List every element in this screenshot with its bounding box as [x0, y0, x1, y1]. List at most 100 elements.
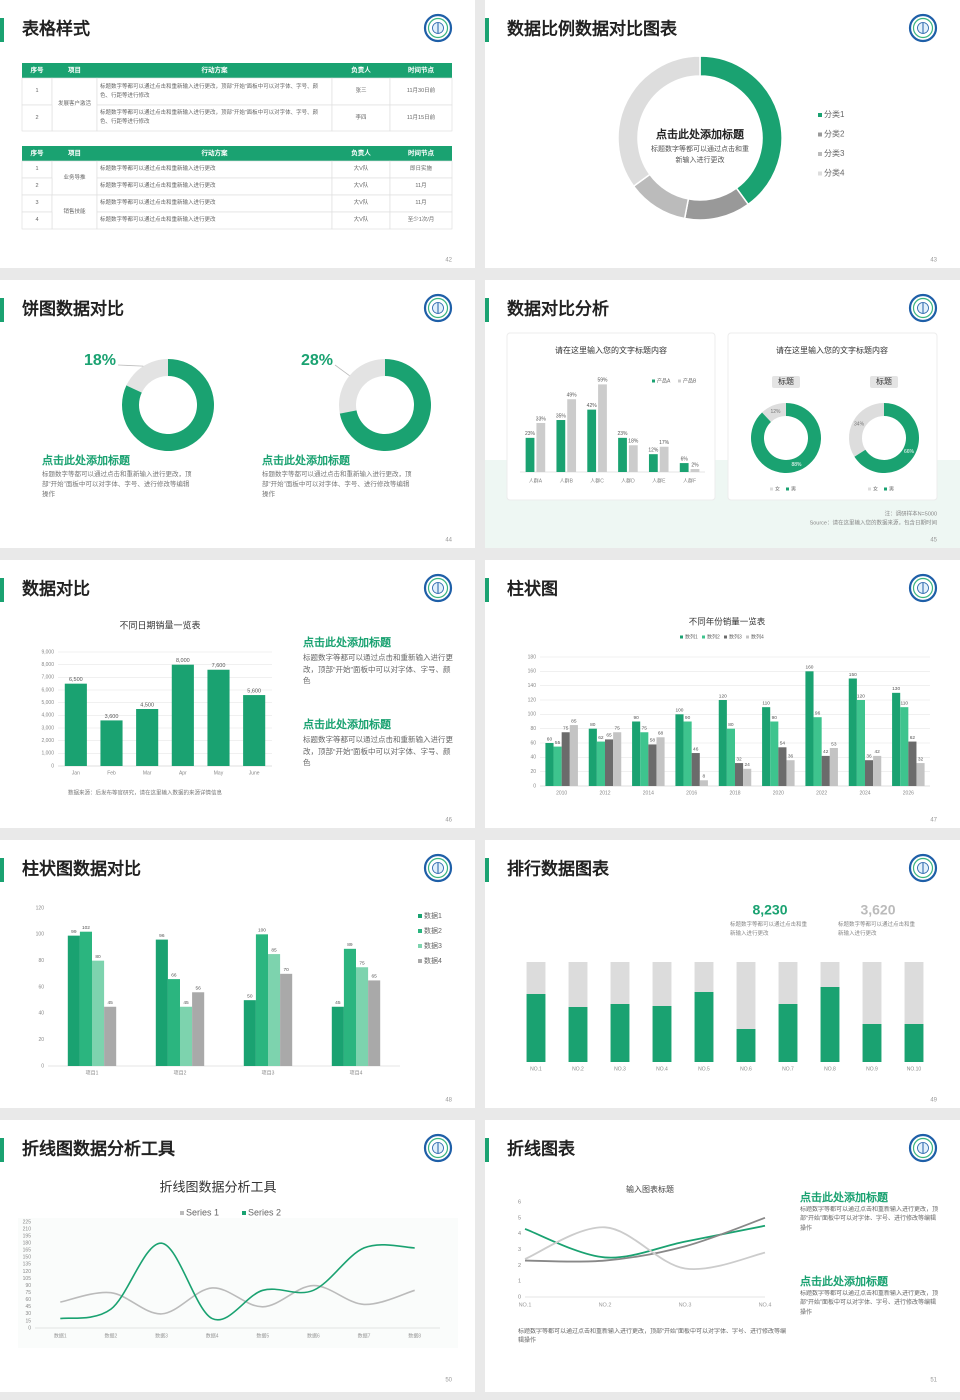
logo-ring	[427, 17, 449, 39]
bar	[805, 671, 814, 786]
data-label: 80	[728, 722, 734, 728]
y-tick-label: 15	[25, 1318, 31, 1324]
y-tick-label: 0	[518, 1294, 521, 1300]
x-tick-label: Mar	[143, 770, 152, 776]
data-label: 36	[866, 753, 872, 759]
table-cell-text-box: 标题数字等都可以通过点击和重新输入进行更改，顶部“开始”面板中可以对字体、字号、…	[100, 84, 318, 99]
x-tick-label: 2026	[903, 790, 914, 796]
x-tick-label: 项目4	[350, 1070, 363, 1076]
bar	[683, 721, 692, 786]
y-tick-label: 2	[518, 1263, 521, 1269]
table-cell-text: 4	[35, 217, 39, 224]
page-number: 46	[445, 818, 452, 824]
logo-ring	[427, 857, 449, 879]
table-cell	[389, 104, 453, 132]
y-tick-label: 60	[530, 740, 536, 746]
y-tick-label: 180	[23, 1241, 32, 1247]
bar	[829, 748, 838, 786]
block-text-box: 标题数字等都可以通过点击和重新输入进行更改，顶部“开始”面板中可以对字体、字号、…	[800, 1291, 938, 1316]
data-label: 68	[658, 731, 664, 737]
bar	[545, 743, 554, 786]
bar	[567, 399, 577, 472]
x-tick-label: 2016	[686, 790, 697, 796]
data-label: 96	[159, 933, 165, 939]
x-tick-label: Apr	[179, 770, 187, 776]
slide-title: 数据对比	[22, 578, 90, 598]
x-tick-label: 数据4	[206, 1332, 219, 1339]
legend-label: 数列3	[729, 633, 742, 640]
data-label: 85	[571, 718, 577, 724]
data-label: 6%	[681, 456, 689, 462]
slide-title: 折线图数据分析工具	[22, 1138, 175, 1158]
bar	[813, 717, 822, 786]
x-tick-label: NO.6	[740, 1066, 752, 1072]
bar	[652, 1006, 672, 1062]
table-cell-text: 11月30日前	[406, 88, 436, 95]
data-label: 62	[598, 735, 604, 741]
bar	[553, 746, 562, 786]
legend-label: 男	[889, 486, 894, 492]
table-cell-text-box: 1	[35, 88, 38, 94]
table-cell-text: 李四	[355, 114, 367, 121]
bar	[900, 707, 909, 786]
data-label: 65	[371, 974, 377, 980]
legend-label: 分类4	[824, 168, 845, 178]
x-tick-label: May	[214, 770, 224, 776]
title-accent	[0, 18, 4, 42]
data-label: 100	[258, 928, 266, 934]
stat-number: 8,230	[752, 902, 787, 918]
table-cell-text: 标题数字等都可以通过点击和重新输入进行更改，顶部“开始”面板中可以对字体、字号、…	[100, 110, 319, 125]
bar	[656, 737, 665, 786]
data-label: 18%	[628, 439, 639, 445]
title-accent	[0, 298, 4, 322]
bar	[343, 948, 356, 1066]
note: 数据来源：后发布等官研究，请在这里输入数据的来源详情信息	[68, 788, 223, 796]
center-text: 标题数字等都可以通过点击和重新输入进行更改	[651, 146, 749, 164]
legend-swatch	[680, 635, 683, 639]
x-tick-label: NO.4	[759, 1302, 772, 1308]
bar	[598, 384, 607, 472]
table-cell-text-box: 4	[35, 217, 39, 224]
x-tick-label: 人群E	[652, 477, 666, 484]
data-label: 75	[563, 726, 569, 732]
x-tick-label: 数据8	[408, 1332, 421, 1339]
bar	[652, 962, 672, 1006]
card-title: 请在这里输入您的文字标题内容	[555, 345, 667, 355]
x-tick-label: Jan	[72, 770, 80, 776]
donut-segment	[339, 359, 432, 452]
bar	[536, 422, 546, 472]
x-tick-label: NO.3	[679, 1302, 692, 1308]
data-label: 5,600	[247, 689, 261, 695]
y-tick-label: 90	[25, 1283, 31, 1289]
slide-title: 表格样式	[22, 18, 90, 38]
x-tick-label: NO.2	[572, 1066, 584, 1072]
source: Source：请在这里输入您的数据来源，包含日期时间	[810, 518, 937, 526]
data-label: 120	[719, 693, 727, 699]
legend-swatch	[818, 171, 822, 176]
block-text-box: 标题数字等都可以通过点击和重新输入进行更改，顶部“开始”面板中可以对字体、字号、…	[42, 471, 192, 498]
page-number: 45	[930, 538, 937, 544]
bar	[786, 760, 795, 786]
block-text-box: 标题数字等都可以通过点击和重新输入进行更改，顶部“开始”面板中可以对字体、字号、…	[262, 471, 412, 498]
x-tick-label: 数据7	[358, 1332, 371, 1339]
bar	[618, 437, 627, 472]
bar	[613, 732, 622, 786]
data-label: 50	[247, 993, 253, 999]
bar	[904, 1024, 924, 1062]
table-header-cell: 负责人	[351, 148, 371, 157]
bar	[569, 725, 578, 786]
data-label: 85	[271, 947, 277, 953]
data-label: 66%	[904, 449, 915, 455]
table-cell-text: 发展客户激活	[57, 101, 91, 108]
bar	[243, 1000, 256, 1066]
bar	[605, 739, 614, 786]
x-tick-label: 项目1	[86, 1070, 99, 1076]
table-cell	[21, 211, 53, 230]
x-tick-label: 2018	[729, 790, 740, 796]
legend-label: 数据2	[424, 926, 442, 935]
block-heading: 点击此处添加标题	[303, 635, 392, 649]
bar	[104, 1006, 117, 1066]
table-cell-text: 3	[35, 200, 39, 207]
table-cell-text: 销售技能	[63, 208, 86, 215]
bar	[694, 962, 714, 992]
